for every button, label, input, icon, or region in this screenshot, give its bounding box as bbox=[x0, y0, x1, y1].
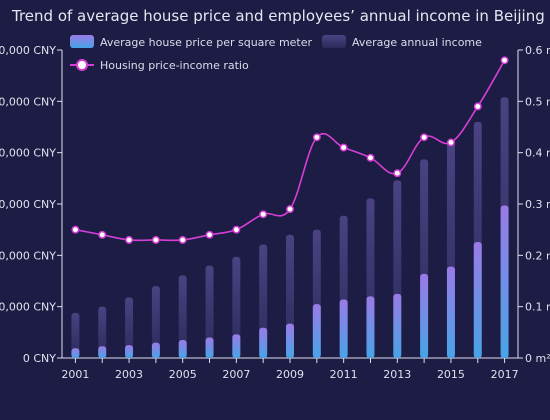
bar-house-price[interactable] bbox=[151, 342, 160, 358]
y-left-tick-label: 20,000 CNY bbox=[0, 249, 56, 262]
ratio-point[interactable] bbox=[446, 138, 455, 147]
bar-annual-income[interactable] bbox=[125, 297, 134, 358]
y-left-tick-label: 30,000 CNY bbox=[0, 198, 56, 211]
bar-house-price[interactable] bbox=[178, 340, 187, 358]
x-tick-label: 2015 bbox=[437, 368, 465, 381]
x-tick-label: 2003 bbox=[115, 368, 143, 381]
ratio-point[interactable] bbox=[71, 225, 80, 234]
y-left-tick-label: 40,000 CNY bbox=[0, 147, 56, 160]
x-tick-label: 2013 bbox=[383, 368, 411, 381]
x-tick-label: 2005 bbox=[169, 368, 197, 381]
bar-house-price[interactable] bbox=[393, 293, 402, 358]
ratio-point[interactable] bbox=[286, 205, 294, 214]
bar-house-price[interactable] bbox=[98, 346, 107, 358]
legend-item-ratio[interactable]: Housing price-income ratio bbox=[70, 59, 249, 72]
axes: 0 CNY 10,000 CNY 20,000 CNY 30,000 CNY 40,00… bbox=[0, 44, 550, 381]
ratio-point[interactable] bbox=[232, 225, 241, 234]
legend-swatch-house-price bbox=[70, 35, 94, 48]
legend-label-house-price: Average house price per square meter bbox=[100, 36, 313, 49]
bar-house-price[interactable] bbox=[205, 337, 214, 358]
legend-swatch-ratio-marker bbox=[76, 59, 88, 71]
y-left-tick-label: 50,000 CNY bbox=[0, 95, 56, 108]
bar-annual-income[interactable] bbox=[98, 306, 107, 358]
bar-house-price[interactable] bbox=[339, 299, 348, 358]
y-right-tick-label: 0.1 m² bbox=[525, 301, 550, 314]
bar-house-price[interactable] bbox=[312, 304, 321, 358]
y-left-tick-label: 10,000 CNY bbox=[0, 301, 56, 314]
ratio-point[interactable] bbox=[473, 102, 482, 111]
y-right-tick-label: 0.6 m² bbox=[525, 44, 550, 57]
bar-house-price[interactable] bbox=[500, 205, 509, 358]
ratio-point[interactable] bbox=[366, 153, 375, 162]
ratio-point[interactable] bbox=[205, 230, 214, 239]
bar-house-price[interactable] bbox=[366, 296, 375, 358]
y-right-tick-label: 0.4 m² bbox=[525, 147, 550, 160]
bars bbox=[71, 97, 509, 358]
bar-house-price[interactable] bbox=[473, 241, 482, 358]
bar-house-price[interactable] bbox=[232, 334, 241, 358]
legend-item-house-price[interactable]: Average house price per square meter bbox=[70, 35, 313, 49]
chart-title: Trend of average house price and employe… bbox=[11, 7, 545, 25]
ratio-point[interactable] bbox=[393, 169, 402, 178]
bar-house-price[interactable] bbox=[259, 327, 268, 358]
bar-house-price[interactable] bbox=[420, 273, 429, 358]
y-left-tick-label: 0 CNY bbox=[23, 352, 56, 365]
legend: Average house price per square meter Ave… bbox=[70, 35, 482, 72]
x-tick-label: 2007 bbox=[222, 368, 250, 381]
bar-annual-income[interactable] bbox=[178, 275, 187, 358]
ratio-point[interactable] bbox=[312, 133, 321, 142]
ratio-point[interactable] bbox=[151, 235, 160, 244]
y-right-tick-label: 0.3 m² bbox=[525, 198, 550, 211]
bar-annual-income[interactable] bbox=[205, 265, 214, 358]
y-right-tick-label: 0.2 m² bbox=[525, 249, 550, 262]
bar-house-price[interactable] bbox=[446, 266, 455, 358]
legend-item-annual-income[interactable]: Average annual income bbox=[322, 35, 482, 49]
bar-house-price[interactable] bbox=[125, 345, 134, 358]
bar-house-price[interactable] bbox=[286, 323, 294, 358]
x-tick-label: 2011 bbox=[330, 368, 358, 381]
y-right-tick-label: 0.5 m² bbox=[525, 95, 550, 108]
ratio-line-layer bbox=[71, 56, 509, 244]
bar-annual-income[interactable] bbox=[71, 312, 80, 358]
ratio-point[interactable] bbox=[125, 235, 134, 244]
ratio-point[interactable] bbox=[178, 235, 187, 244]
legend-swatch-annual-income bbox=[322, 35, 346, 48]
x-tick-label: 2017 bbox=[491, 368, 519, 381]
ratio-point[interactable] bbox=[98, 230, 107, 239]
bar-annual-income[interactable] bbox=[232, 256, 241, 358]
x-tick-label: 2001 bbox=[61, 368, 89, 381]
legend-label-annual-income: Average annual income bbox=[352, 36, 482, 49]
ratio-point[interactable] bbox=[500, 56, 509, 65]
bar-house-price[interactable] bbox=[71, 348, 80, 358]
ratio-line bbox=[75, 59, 506, 242]
legend-label-ratio: Housing price-income ratio bbox=[100, 59, 249, 72]
ratio-point[interactable] bbox=[420, 133, 429, 142]
y-left-tick-label: 60,000 CNY bbox=[0, 44, 56, 57]
x-tick-label: 2009 bbox=[276, 368, 304, 381]
y-right-tick-label: 0 m² bbox=[525, 352, 550, 365]
ratio-point[interactable] bbox=[339, 143, 348, 152]
ratio-point[interactable] bbox=[259, 210, 268, 219]
bar-annual-income[interactable] bbox=[151, 286, 160, 358]
